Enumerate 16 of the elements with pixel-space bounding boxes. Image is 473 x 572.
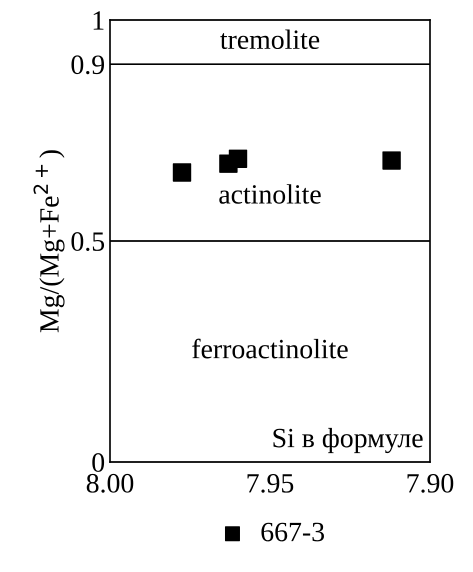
y-tick-label: 0.9 <box>71 55 104 74</box>
annotation: tremolite <box>220 30 320 50</box>
y-tick-label: 0 <box>92 453 104 472</box>
annotation: actinolite <box>219 184 321 204</box>
y-tick-label: 0.5 <box>71 232 104 252</box>
x-axis-title: Si в формуле <box>273 428 423 454</box>
annotation: ferroactinolite <box>192 338 348 358</box>
y-axis-title: Mg/(Mg+Fe$^{2+}$) <box>33 150 65 332</box>
x-tick-label: 7.90 <box>408 474 454 493</box>
x-tick-label: 7.95 <box>248 474 294 493</box>
point <box>228 150 248 168</box>
y-tick-label: 1 <box>94 11 104 30</box>
point <box>172 163 192 182</box>
x-tick-label: 8.00 <box>86 474 134 493</box>
point <box>382 151 401 170</box>
legend-label: 667-3 <box>261 522 324 542</box>
